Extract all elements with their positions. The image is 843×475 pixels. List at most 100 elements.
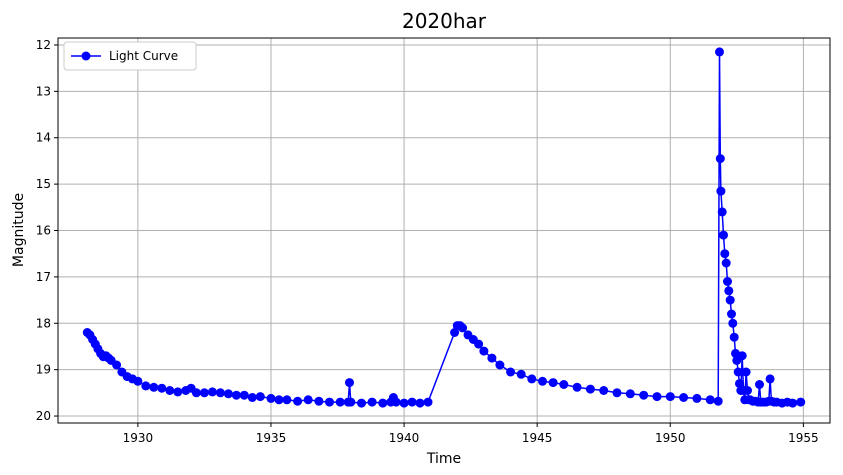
data-point (282, 395, 292, 405)
series-line (86, 51, 801, 404)
y-tick-label: 19 (36, 363, 51, 377)
data-point (741, 367, 751, 377)
data-point (407, 397, 417, 407)
y-tick-label: 17 (36, 270, 51, 284)
data-point (274, 395, 284, 405)
data-point (314, 396, 324, 406)
data-point (612, 388, 622, 398)
data-point (719, 230, 728, 240)
data-point (231, 390, 241, 400)
data-point (173, 387, 183, 397)
x-tick-label: 1945 (522, 431, 553, 445)
data-point (255, 392, 265, 402)
legend-marker (81, 51, 91, 61)
data-point (516, 369, 526, 379)
data-point (715, 47, 724, 57)
data-point (727, 309, 736, 319)
data-point (723, 277, 732, 286)
y-tick-label: 16 (36, 224, 51, 238)
data-point (479, 346, 489, 356)
data-layer (82, 47, 806, 408)
data-point (303, 395, 313, 405)
y-tick-label: 14 (36, 131, 51, 145)
data-point (599, 386, 609, 395)
data-point (506, 367, 516, 377)
data-point (378, 398, 388, 408)
data-point (450, 328, 460, 337)
x-tick-label: 1940 (389, 431, 420, 445)
data-point (207, 387, 217, 397)
data-point (585, 384, 595, 394)
data-point (572, 382, 582, 392)
data-point (133, 376, 143, 386)
x-axis-ticks: 1930 1935 1940 1945 1950 1955 (123, 423, 819, 445)
data-point (527, 374, 537, 384)
data-point (112, 360, 122, 370)
x-tick-label: 1950 (655, 431, 686, 445)
data-point (796, 397, 806, 407)
y-tick-label: 20 (36, 409, 51, 423)
data-point (474, 339, 484, 349)
x-tick-label: 1955 (788, 431, 819, 445)
data-point (423, 397, 433, 407)
data-point (391, 397, 401, 407)
data-point (733, 367, 743, 377)
data-point (487, 353, 497, 363)
data-point (215, 388, 225, 398)
data-point (728, 318, 738, 328)
data-point (721, 258, 731, 268)
data-point (725, 295, 735, 305)
data-point (149, 382, 159, 392)
data-point (345, 378, 354, 388)
data-point (715, 154, 725, 164)
data-point (716, 186, 726, 196)
data-point (191, 388, 201, 398)
data-point (652, 392, 662, 402)
data-point (548, 378, 558, 388)
data-point (325, 397, 334, 407)
data-point (538, 376, 547, 386)
y-tick-label: 18 (36, 316, 51, 330)
y-tick-label: 15 (36, 177, 51, 191)
data-point (157, 383, 167, 393)
data-point (239, 390, 249, 400)
data-point (247, 393, 257, 402)
x-axis-label: Time (426, 451, 461, 467)
data-point (713, 396, 723, 406)
data-point (720, 249, 730, 259)
legend-box (63, 41, 197, 71)
data-point (367, 397, 377, 407)
data-point (625, 389, 635, 399)
data-point (755, 380, 764, 389)
data-point (559, 380, 569, 389)
grid (58, 38, 830, 423)
data-point (692, 393, 702, 403)
data-point (735, 379, 744, 389)
data-point (458, 323, 468, 333)
data-point (679, 393, 689, 402)
data-point (765, 374, 775, 384)
data-point (399, 398, 409, 408)
data-point (737, 351, 747, 361)
data-point (665, 392, 675, 402)
data-point (141, 381, 151, 391)
y-tick-label: 13 (36, 84, 51, 98)
data-point (357, 398, 366, 408)
data-point (346, 397, 356, 407)
legend: Light Curve (63, 41, 197, 71)
data-point (199, 388, 209, 398)
data-point (335, 397, 345, 407)
data-point (717, 207, 727, 217)
data-point (293, 396, 303, 406)
data-point (223, 389, 233, 399)
x-tick-label: 1930 (123, 431, 154, 445)
data-point (788, 398, 798, 408)
data-point (729, 332, 739, 342)
chart-title: 2020har (402, 9, 487, 33)
data-point (165, 386, 175, 395)
data-point (495, 360, 505, 370)
data-point (415, 398, 425, 408)
data-point (639, 390, 649, 400)
y-axis-label: Magnitude (11, 193, 27, 267)
